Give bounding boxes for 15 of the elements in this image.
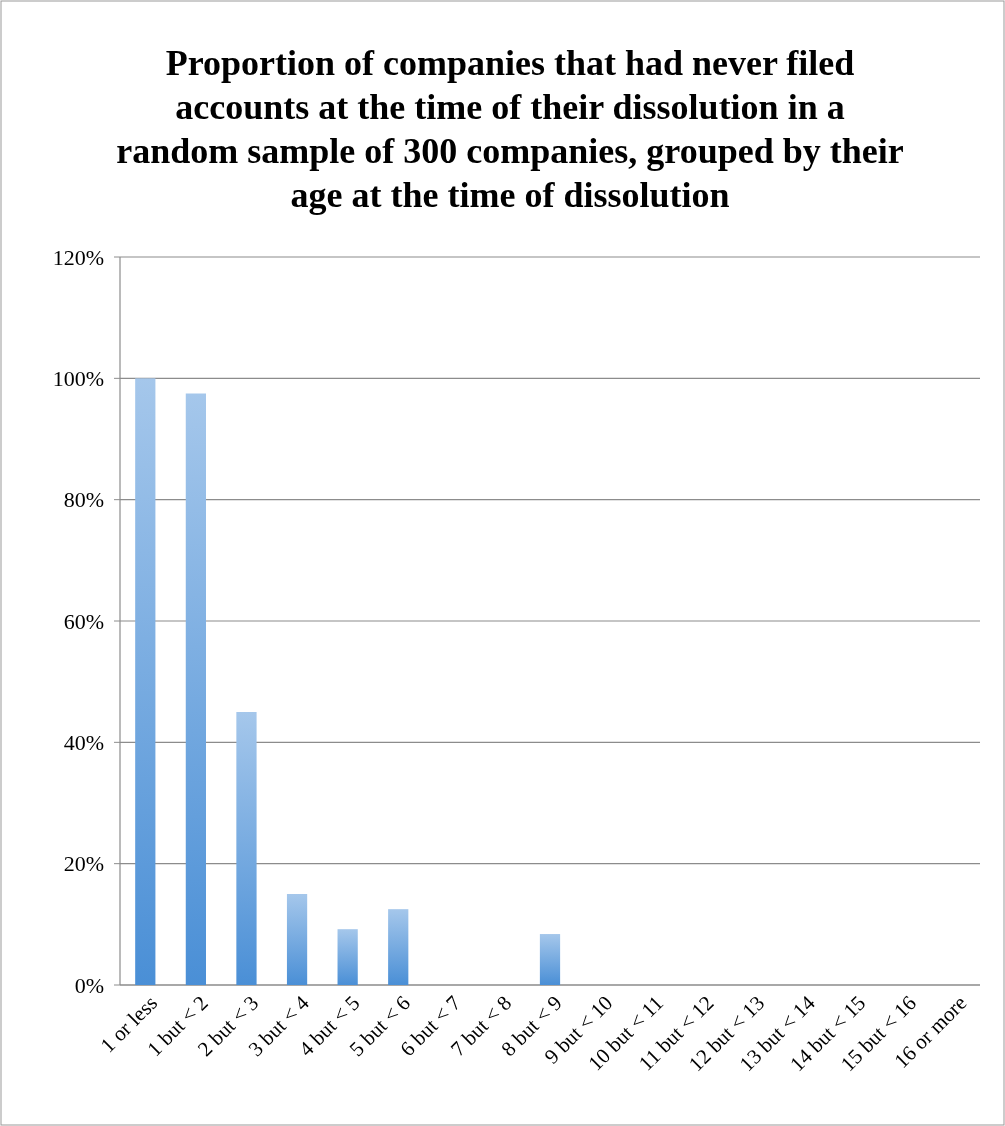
bar — [236, 712, 257, 985]
y-tick-label: 60% — [63, 608, 104, 634]
y-tick-label: 80% — [63, 487, 104, 513]
y-tick-label: 40% — [63, 730, 104, 756]
bar — [286, 894, 308, 985]
bar — [388, 909, 409, 985]
chart-title: Proportion of companies that had never filed accounts at the time of their dissolution in a random sample of 300 companies, grouped by their age at the time of dissolution — [116, 43, 904, 215]
bar — [185, 393, 206, 985]
bar — [539, 934, 561, 985]
y-tick-label: 20% — [63, 851, 104, 877]
bar — [337, 929, 358, 985]
bar — [135, 378, 156, 985]
y-tick-label: 100% — [52, 366, 104, 392]
y-tick-label: 120% — [52, 244, 104, 270]
y-tick-label: 0% — [74, 972, 104, 998]
